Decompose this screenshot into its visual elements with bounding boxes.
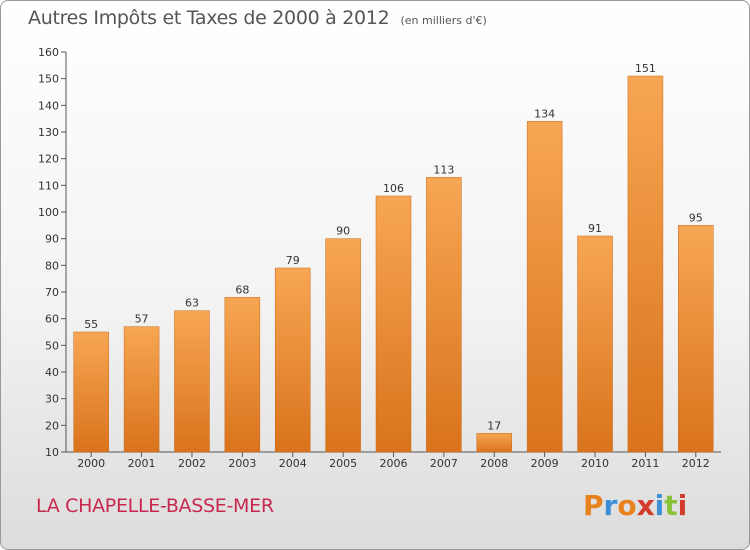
bar: [123, 326, 160, 453]
y-tick-label: 90: [45, 233, 59, 246]
chart-title-block: Autres Impôts et Taxes de 2000 à 2012 (e…: [28, 7, 487, 29]
y-tick-label: 160: [38, 46, 59, 59]
x-tick-label: 2005: [329, 457, 357, 470]
x-tick-label: 2003: [228, 457, 256, 470]
bar-value-label: 106: [383, 182, 404, 195]
bar-value-label: 63: [185, 297, 199, 310]
logo-letter: o: [617, 489, 637, 522]
logo-letter: t: [664, 489, 678, 522]
bar-value-label: 134: [534, 107, 555, 120]
bar: [526, 121, 563, 453]
bar-value-label: 57: [135, 313, 149, 326]
bar-value-label: 79: [286, 254, 300, 267]
bar: [174, 310, 210, 453]
y-tick-label: 150: [38, 73, 59, 86]
bar-value-label: 55: [84, 318, 98, 331]
bar-value-label: 68: [235, 283, 249, 296]
y-tick-label: 130: [38, 126, 59, 139]
x-tick-label: 2009: [531, 457, 559, 470]
y-tick-label: 120: [38, 153, 59, 166]
y-tick-label: 60: [45, 313, 59, 326]
bar-value-label: 17: [487, 419, 501, 432]
logo-letter: i: [654, 489, 665, 522]
y-tick-label: 100: [38, 206, 59, 219]
x-tick-label: 2000: [77, 457, 105, 470]
bar: [274, 267, 311, 453]
logo-letter: P: [583, 489, 604, 522]
y-tick-label: 80: [45, 259, 59, 272]
bar: [426, 177, 462, 453]
bar: [627, 75, 664, 453]
x-tick-label: 2012: [682, 457, 710, 470]
x-tick-label: 2004: [279, 457, 307, 470]
chart-unit-note: (en milliers d'€): [400, 14, 487, 27]
x-tick-label: 2008: [480, 457, 508, 470]
x-tick-label: 2007: [430, 457, 458, 470]
x-tick-label: 2006: [380, 457, 408, 470]
chart-title: Autres Impôts et Taxes de 2000 à 2012: [28, 7, 390, 29]
y-tick-label: 20: [45, 419, 59, 432]
y-tick-label: 70: [45, 286, 59, 299]
bar-value-label: 91: [588, 222, 602, 235]
commune-name: LA CHAPELLE-BASSE-MER: [36, 495, 274, 517]
bar-value-label: 90: [336, 225, 350, 238]
y-tick-label: 140: [38, 99, 59, 112]
x-tick-label: 2010: [581, 457, 609, 470]
bar: [224, 297, 261, 453]
bar: [476, 433, 513, 453]
proxiti-logo[interactable]: Proxiti: [583, 489, 687, 522]
bar-value-label: 113: [433, 163, 454, 176]
x-tick-label: 2001: [128, 457, 156, 470]
logo-letter: i: [677, 489, 688, 522]
bar-value-label: 151: [635, 62, 656, 75]
bar-value-label: 95: [689, 211, 703, 224]
bar: [375, 195, 412, 453]
bar: [325, 238, 361, 453]
y-tick-label: 50: [45, 339, 59, 352]
bar: [577, 235, 613, 453]
x-tick-label: 2002: [178, 457, 206, 470]
bar: [73, 331, 109, 453]
bar: [678, 225, 714, 453]
y-tick-label: 30: [45, 393, 59, 406]
logo-letter: r: [603, 489, 618, 522]
y-tick-label: 110: [38, 179, 59, 192]
x-tick-label: 2011: [631, 457, 659, 470]
y-tick-label: 10: [45, 446, 59, 459]
logo-letter: x: [636, 489, 655, 522]
y-tick-label: 40: [45, 366, 59, 379]
